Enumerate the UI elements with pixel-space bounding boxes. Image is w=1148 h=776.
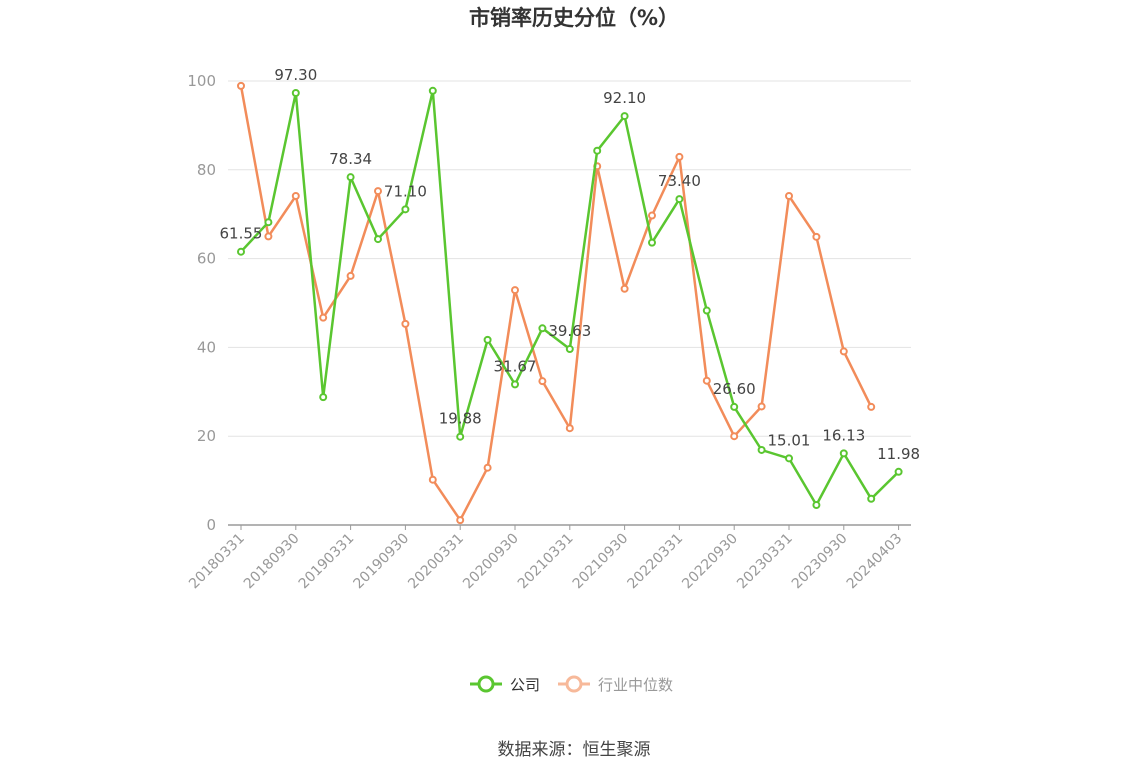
data-point-company	[428, 86, 437, 95]
y-axis: 0 20 40 60 80 100	[187, 72, 216, 534]
x-tick-label: 20190930	[351, 531, 413, 593]
data-point-industry	[812, 232, 821, 241]
data-point-company	[648, 238, 656, 247]
data-point-company	[894, 467, 903, 476]
legend-industry-marker	[565, 675, 583, 693]
data-point-company	[456, 432, 465, 441]
x-tick-label: 20180331	[186, 531, 248, 593]
data-point-company	[812, 501, 821, 510]
data-point-industry	[675, 152, 684, 161]
data-point-company	[346, 173, 355, 182]
x-tick-label: 20220930	[679, 531, 741, 593]
data-point-industry	[511, 286, 519, 295]
data-point-company	[511, 380, 519, 389]
x-tick-label: 20190331	[296, 531, 358, 593]
data-point-company	[401, 205, 410, 214]
grid	[228, 80, 911, 437]
data-label: 31.67	[494, 357, 537, 375]
series-line-industry	[239, 85, 873, 522]
y-tick-label: 40	[197, 338, 216, 356]
y-tick-label: 20	[197, 427, 216, 445]
data-point-company	[839, 449, 848, 458]
data-label: 11.98	[877, 445, 920, 463]
x-tick-label: 20230331	[734, 531, 796, 593]
data-label: 73.40	[658, 172, 701, 190]
data-point-industry	[401, 319, 410, 328]
x-tick-label: 20210331	[515, 531, 577, 593]
y-tick-label: 100	[187, 72, 216, 90]
data-point-industry	[620, 284, 629, 293]
data-point-company	[319, 393, 328, 402]
data-point-company	[867, 494, 876, 503]
data-point-industry	[839, 347, 848, 356]
data-point-company	[785, 454, 793, 463]
x-tick-label: 20230930	[789, 531, 851, 593]
data-point-industry	[428, 475, 437, 484]
data-point-industry	[483, 463, 492, 472]
data-point-industry	[374, 187, 382, 196]
data-point-company	[538, 324, 547, 333]
data-label: 78.34	[329, 150, 372, 168]
source-note: 数据来源：恒生聚源	[498, 740, 651, 760]
data-point-industry	[702, 376, 711, 385]
data-label: 19.88	[439, 410, 482, 428]
data-label: 97.30	[274, 66, 317, 84]
data-point-industry	[319, 313, 328, 322]
data-point-industry	[456, 516, 465, 525]
data-point-industry	[867, 402, 876, 411]
data-point-company	[757, 445, 766, 454]
x-tick-label: 20180930	[241, 531, 303, 593]
data-label: 39.63	[548, 322, 591, 340]
chart-title: 市销率历史分位（%）	[469, 6, 679, 30]
data-point-company	[291, 88, 300, 97]
data-point-company	[264, 218, 273, 227]
x-tick-label: 20210930	[570, 531, 632, 593]
data-point-industry	[346, 271, 355, 280]
legend-item-company[interactable]: 公司	[470, 675, 540, 694]
data-point-industry	[565, 424, 574, 433]
data-label: 71.10	[384, 182, 427, 200]
data-point-industry	[237, 81, 245, 90]
data-label: 16.13	[822, 426, 865, 444]
data-point-company	[702, 306, 711, 315]
legend-industry-label: 行业中位数	[598, 676, 673, 694]
x-tick-label: 20220331	[625, 531, 687, 593]
legend-item-industry[interactable]: 行业中位数	[558, 675, 673, 694]
data-label: 61.55	[220, 225, 263, 243]
data-label: 15.01	[768, 431, 811, 449]
data-point-industry	[730, 432, 739, 441]
data-point-company	[675, 195, 684, 204]
data-point-company	[374, 235, 382, 244]
y-tick-label: 60	[197, 250, 216, 268]
data-point-industry	[264, 232, 273, 241]
legend-company-marker	[477, 675, 495, 693]
data-point-industry	[757, 402, 766, 411]
data-label: 92.10	[603, 89, 646, 107]
data-point-company	[483, 335, 492, 344]
x-tick-label: 20200930	[460, 531, 522, 593]
data-point-company	[620, 112, 629, 121]
plot-area	[237, 81, 903, 525]
data-point-company	[593, 146, 602, 155]
data-labels: 61.55 97.30 78.34 71.10 19.88 31.67 39.63 92.10…	[220, 66, 921, 463]
x-axis: 2018033120180930201903312019093020200331…	[186, 524, 911, 593]
y-tick-label: 80	[197, 161, 216, 179]
data-point-company	[237, 247, 245, 256]
legend-company-label: 公司	[510, 676, 540, 694]
legend[interactable]: 公司 行业中位数	[470, 675, 673, 694]
data-point-industry	[648, 211, 656, 220]
data-point-industry	[785, 191, 793, 200]
data-label: 26.60	[713, 380, 756, 398]
data-point-industry	[538, 377, 547, 386]
data-point-company	[565, 345, 574, 354]
x-tick-label: 20240403	[844, 531, 906, 593]
data-point-company	[730, 402, 739, 411]
data-point-industry	[291, 191, 300, 200]
x-tick-label: 20200331	[405, 531, 467, 593]
y-tick-label: 0	[206, 516, 216, 534]
